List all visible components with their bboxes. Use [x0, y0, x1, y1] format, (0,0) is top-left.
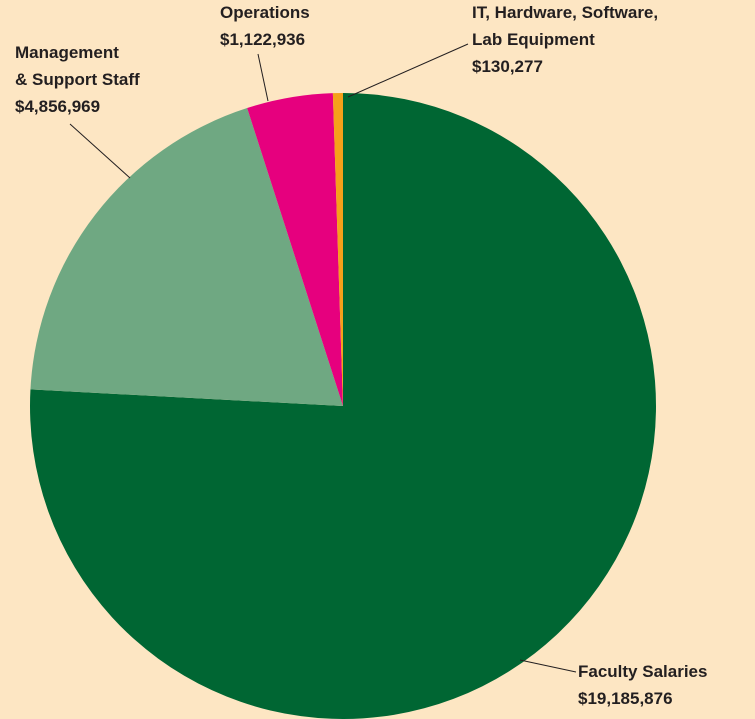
value-label: $19,185,876	[578, 689, 673, 708]
leader-line	[257, 53, 269, 102]
slice-label: Operations	[220, 3, 310, 22]
value-label: $1,122,936	[220, 30, 305, 49]
leader-line	[347, 43, 469, 98]
pie-slice	[247, 93, 343, 407]
pie-slice	[30, 108, 344, 406]
slice-label: & Support Staff	[15, 70, 140, 89]
slice-label: Management	[15, 43, 119, 62]
pie-slice	[332, 93, 343, 406]
slice-label: Lab Equipment	[472, 30, 595, 49]
value-label: $4,856,969	[15, 97, 100, 116]
leader-line	[519, 659, 577, 673]
pie-slice	[30, 93, 656, 719]
slice-label: Faculty Salaries	[578, 662, 707, 681]
slice-label: IT, Hardware, Software,	[472, 3, 658, 22]
value-label: $130,277	[472, 57, 543, 76]
leader-line	[69, 123, 131, 179]
